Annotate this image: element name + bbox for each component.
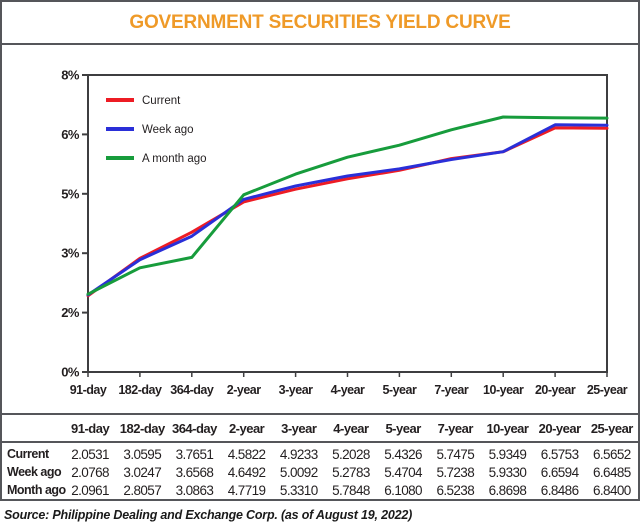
column-header: 4-year — [324, 415, 378, 443]
yield-value-cell: 3.0863 — [175, 482, 214, 498]
yield-table-area: 91-day 182-day 364-day 2-year 3-year 4-year 5-… — [2, 415, 638, 499]
yield-value-cell: 6.1080 — [384, 482, 422, 498]
series-line-month-ago — [86, 115, 609, 296]
yield-curve-panel: GOVERNMENT SECURITIES YIELD CURVE 0% 2% 3%… — [0, 0, 640, 501]
column-header: 10-year — [481, 415, 534, 443]
yield-value-cell: 2.8057 — [123, 482, 162, 498]
legend-label-2: Week ago — [142, 124, 194, 136]
legend-label-3: A month ago — [142, 153, 207, 165]
yield-value-cell: 5.7848 — [332, 482, 370, 498]
table-corner-cell — [2, 415, 64, 443]
column-header: 182-day — [116, 415, 169, 443]
legend-label-1: Current — [142, 95, 181, 107]
plot-border — [87, 74, 608, 373]
yield-value-cell: 6.5753 — [540, 446, 579, 462]
y-axis-label: 2% — [61, 305, 80, 320]
row-label: Week ago — [7, 465, 62, 479]
title-bar: GOVERNMENT SECURITIES YIELD CURVE — [2, 2, 638, 45]
yield-value-cell: 6.6485 — [593, 464, 631, 480]
column-header: 20-year — [533, 415, 586, 443]
line-chart-canvas: 0% 2% 3% 5% 6% 8% 91-day 182-day 364-day 2-year 3-… — [61, 68, 628, 398]
x-axis-label: 4-year — [331, 383, 365, 397]
page-title: GOVERNMENT SECURITIES YIELD CURVE — [129, 11, 511, 33]
yield-value-cell: 4.9233 — [279, 446, 318, 462]
yield-value-cell: 5.0092 — [279, 464, 318, 480]
column-header: 5-year — [377, 415, 430, 443]
yield-value-cell: 5.2783 — [332, 464, 370, 480]
yield-table: 91-day 182-day 364-day 2-year 3-year 4-year 5-… — [2, 415, 638, 499]
y-axis-label: 0% — [61, 365, 80, 380]
x-axis-label: 91-day — [70, 383, 107, 397]
column-header: 364-day — [168, 415, 221, 443]
x-axis-label: 364-day — [170, 383, 214, 397]
yield-value-cell: 4.5822 — [227, 446, 266, 462]
yield-value-cell: 6.8698 — [488, 482, 527, 498]
x-axis-label: 7-year — [434, 383, 468, 397]
yield-value-cell: 5.2028 — [332, 446, 370, 462]
x-axis-label: 10-year — [483, 383, 524, 397]
y-axis-label: 3% — [61, 246, 80, 261]
y-axis-label: 6% — [61, 127, 80, 142]
row-label: Current — [7, 447, 49, 461]
yield-value-cell: 5.3310 — [279, 482, 318, 498]
yield-value-cell: 3.6568 — [175, 464, 214, 480]
yield-value-cell: 6.6594 — [540, 464, 579, 480]
column-header: 7-year — [429, 415, 482, 443]
yield-value-cell: 3.7651 — [175, 446, 214, 462]
column-header: 2-year — [220, 415, 273, 443]
yield-curve-chart: 0% 2% 3% 5% 6% 8% 91-day 182-day 364-day 2-year 3-… — [2, 45, 638, 415]
x-axis-label: 2-year — [227, 383, 261, 397]
table-row: Month ago 2.0961 2.8057 3.0863 4.7719 5.3310 5… — [2, 481, 638, 499]
yield-value-cell: 6.8486 — [540, 482, 579, 498]
yield-value-cell: 5.4326 — [384, 446, 422, 462]
table-header-row: 91-day 182-day 364-day 2-year 3-year 4-year 5-… — [2, 415, 638, 443]
yield-value-cell: 6.5238 — [436, 482, 475, 498]
x-axis-label: 25-year — [587, 383, 628, 397]
yield-value-cell: 5.9349 — [488, 446, 527, 462]
y-axis-label: 8% — [61, 68, 80, 83]
column-header: 91-day — [64, 415, 117, 443]
yield-value-cell: 4.6492 — [227, 464, 266, 480]
yield-value-cell: 2.0768 — [71, 464, 109, 480]
yield-value-cell: 2.0961 — [71, 482, 109, 498]
yield-value-cell: 5.7475 — [436, 446, 475, 462]
series-line-week-ago — [86, 123, 609, 297]
x-axis-label: 5-year — [382, 383, 416, 397]
x-axis-label: 20-year — [535, 383, 576, 397]
y-axis-label: 5% — [61, 186, 80, 201]
table-row: Week ago 2.0768 3.0247 3.6568 4.6492 5.0092 5.… — [2, 463, 638, 481]
row-label: Month ago — [7, 483, 66, 497]
column-header: 3-year — [272, 415, 325, 443]
yield-value-cell: 4.7719 — [227, 482, 266, 498]
table-row: Current 2.0531 3.0595 3.7651 4.5822 4.9233 5.2… — [2, 442, 638, 463]
yield-value-cell: 5.4704 — [384, 464, 422, 480]
yield-value-cell: 3.0595 — [123, 446, 162, 462]
yield-value-cell: 5.9330 — [488, 464, 527, 480]
x-axis-label: 3-year — [279, 383, 313, 397]
yield-value-cell: 6.5652 — [593, 446, 631, 462]
x-axis-label: 182-day — [118, 383, 162, 397]
yield-value-cell: 6.8400 — [593, 482, 631, 498]
source-note: Source: Philippine Dealing and Exchange … — [4, 508, 413, 522]
column-header: 25-year — [585, 415, 638, 443]
yield-value-cell: 2.0531 — [71, 446, 109, 462]
yield-value-cell: 5.7238 — [436, 464, 475, 480]
yield-value-cell: 3.0247 — [123, 464, 162, 480]
